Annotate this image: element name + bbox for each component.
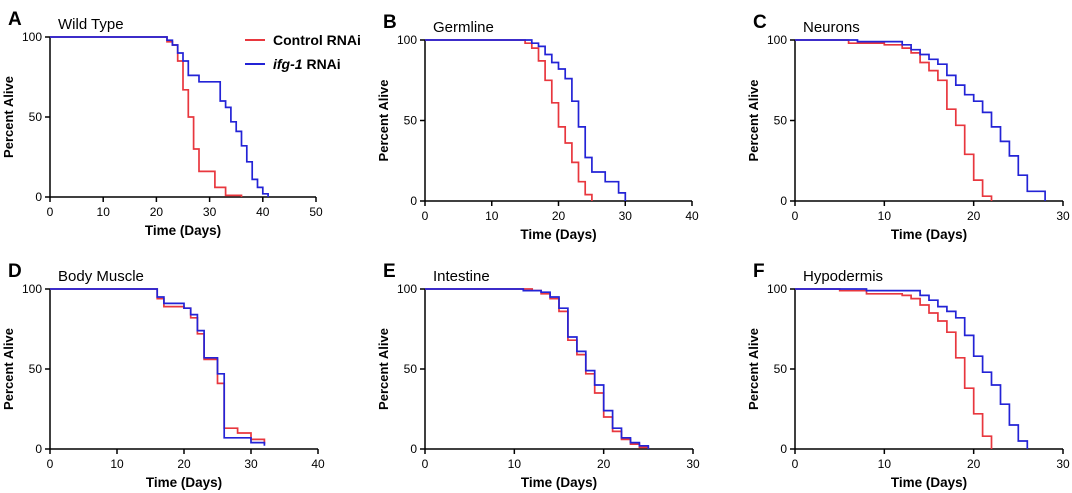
x-tick-label-a: 0 (47, 205, 54, 219)
panel-title-c: Neurons (803, 19, 860, 36)
y-axis-title-f: Percent Alive (746, 328, 761, 410)
x-tick-label-b: 0 (422, 209, 429, 223)
x-tick-label-c: 0 (792, 209, 799, 223)
y-tick-label-a: 100 (22, 30, 42, 44)
ifg1-rnai-curve-b (425, 39, 627, 201)
x-tick-label-c: 20 (967, 209, 981, 223)
legend: Control RNAi ifg-1 RNAi (245, 32, 361, 72)
x-tick-label-a: 10 (97, 205, 111, 219)
panel-title-f: Hypodermis (803, 268, 883, 285)
x-tick-label-a: 40 (256, 205, 270, 219)
x-tick-label-f: 10 (878, 457, 892, 471)
x-axis-title-c: Time (Days) (891, 227, 967, 242)
panel-letter-a: A (8, 9, 22, 30)
y-tick-label-d: 0 (35, 442, 42, 456)
x-tick-label-d: 20 (177, 457, 191, 471)
y-tick-label-c: 100 (767, 33, 787, 47)
y-tick-label-f: 50 (774, 362, 788, 376)
x-tick-label-c: 10 (878, 209, 892, 223)
y-tick-label-f: 0 (780, 442, 787, 456)
panel-c: 0 10 20 30 0 50 100 Neurons C Time (Days) Percent … (746, 12, 1070, 242)
ifg1-rnai-curve-f (795, 288, 1029, 449)
panel-letter-c: C (753, 12, 767, 33)
y-tick-label-d: 100 (22, 282, 42, 296)
y-axis-title-e: Percent Alive (376, 328, 391, 410)
x-tick-label-e: 30 (686, 457, 700, 471)
x-tick-label-a: 50 (309, 205, 323, 219)
control-rnai-curve-c (795, 39, 993, 201)
y-tick-label-a: 0 (35, 190, 42, 204)
y-axis-title-d: Percent Alive (1, 328, 16, 410)
legend-ifg1-suffix: RNAi (303, 56, 341, 72)
panel-e: 0 10 20 30 0 50 100 Intestine E Time (Days) Percen… (376, 261, 700, 490)
x-tick-label-a: 20 (150, 205, 164, 219)
panel-b: 0 10 20 30 40 0 50 100 Germline B Time (Days) Perce… (376, 12, 699, 242)
x-tick-label-f: 0 (792, 457, 799, 471)
x-tick-label-c: 30 (1056, 209, 1070, 223)
ifg1-rnai-curve-c (795, 39, 1046, 201)
y-tick-label-e: 50 (404, 362, 418, 376)
y-tick-label-f: 100 (767, 282, 787, 296)
x-axis-title-a: Time (Days) (145, 223, 221, 238)
y-tick-label-b: 100 (397, 33, 417, 47)
control-rnai-curve-d (50, 288, 266, 445)
panel-title-a: Wild Type (58, 16, 124, 33)
panel-title-e: Intestine (433, 268, 490, 285)
panel-a: 0 10 20 30 40 50 0 50 100 Wild Type A Time (Days) Pe… (1, 9, 323, 238)
x-tick-label-b: 10 (485, 209, 499, 223)
control-rnai-curve-f (795, 288, 993, 449)
panel-title-b: Germline (433, 19, 494, 36)
x-tick-label-f: 20 (967, 457, 981, 471)
y-tick-label-d: 50 (29, 362, 43, 376)
panel-title-d: Body Muscle (58, 268, 144, 285)
y-tick-label-b: 0 (410, 194, 417, 208)
x-tick-label-e: 20 (597, 457, 611, 471)
y-axis-title-a: Percent Alive (1, 76, 16, 158)
panel-letter-d: D (8, 261, 22, 282)
legend-ifg1-gene: ifg-1 (273, 56, 303, 72)
y-tick-label-e: 100 (397, 282, 417, 296)
legend-ifg1-label: ifg-1 RNAi (273, 56, 341, 72)
y-tick-label-c: 0 (780, 194, 787, 208)
ifg1-rnai-curve-a (50, 36, 269, 197)
ifg1-rnai-curve-e (425, 288, 650, 449)
panel-letter-e: E (383, 261, 396, 282)
x-tick-label-b: 20 (552, 209, 566, 223)
y-axis-title-c: Percent Alive (746, 80, 761, 162)
legend-control-label: Control RNAi (273, 32, 361, 48)
x-tick-label-d: 10 (110, 457, 124, 471)
x-tick-label-a: 30 (203, 205, 217, 219)
ifg1-rnai-curve-d (50, 288, 266, 446)
panel-letter-b: B (383, 12, 397, 33)
x-axis-title-e: Time (Days) (521, 475, 597, 490)
panel-letter-f: F (753, 261, 765, 282)
x-axis-title-b: Time (Days) (520, 227, 596, 242)
x-tick-label-b: 30 (619, 209, 633, 223)
y-tick-label-b: 50 (404, 114, 418, 128)
x-axis-title-d: Time (Days) (146, 475, 222, 490)
x-tick-label-d: 0 (47, 457, 54, 471)
panel-f: 0 10 20 30 0 50 100 Hypodermis F Time (Days) Perce… (746, 261, 1070, 490)
x-tick-label-e: 0 (422, 457, 429, 471)
x-tick-label-d: 40 (311, 457, 325, 471)
control-rnai-curve-e (425, 288, 650, 449)
x-tick-label-e: 10 (508, 457, 522, 471)
x-tick-label-b: 40 (685, 209, 699, 223)
x-axis-title-f: Time (Days) (891, 475, 967, 490)
y-tick-label-c: 50 (774, 114, 788, 128)
y-tick-label-e: 0 (410, 442, 417, 456)
y-axis-title-b: Percent Alive (376, 80, 391, 162)
x-tick-label-f: 30 (1056, 457, 1070, 471)
x-tick-label-d: 30 (244, 457, 258, 471)
control-rnai-curve-b (425, 39, 593, 201)
panel-d: 0 10 20 30 40 0 50 100 Body Muscle D Time (Days) Pe… (1, 261, 325, 490)
control-rnai-curve-a (50, 36, 243, 197)
y-tick-label-a: 50 (29, 110, 43, 124)
